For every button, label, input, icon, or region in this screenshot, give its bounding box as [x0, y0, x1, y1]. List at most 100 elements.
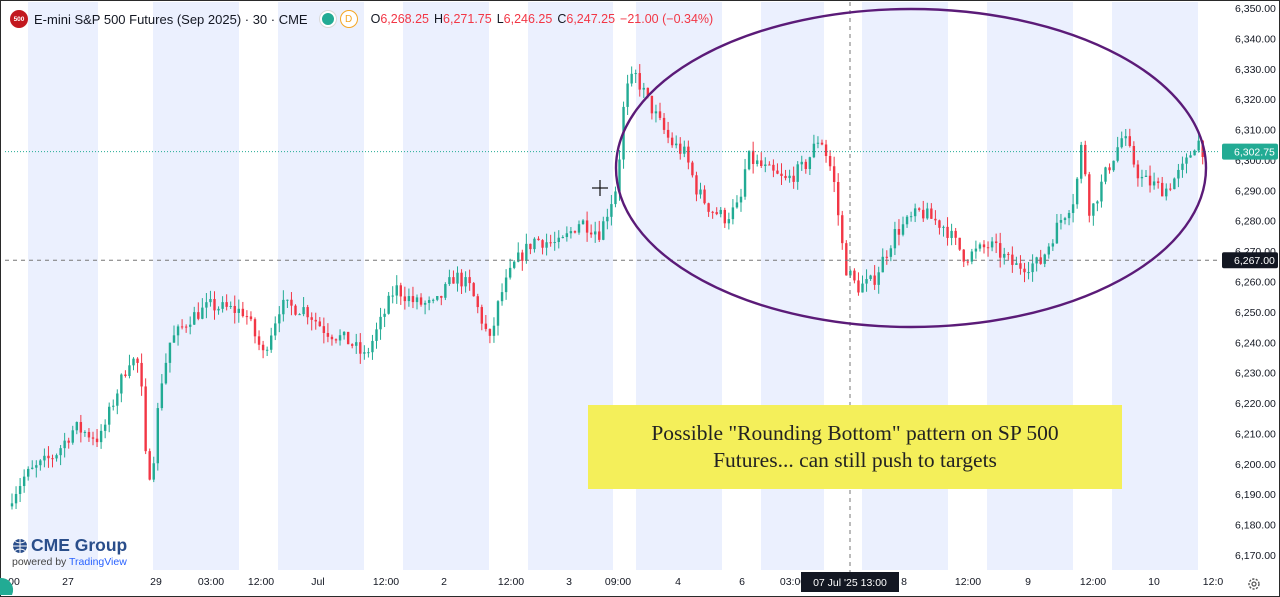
candle-body: [666, 129, 670, 138]
candle-body: [27, 468, 30, 477]
candle-body: [51, 458, 54, 460]
candle-body: [549, 242, 552, 244]
crosshair-price-badge[interactable]: [1222, 252, 1278, 269]
candle-body: [812, 143, 816, 158]
candle-body: [355, 342, 358, 346]
candle-body: [784, 175, 787, 179]
candle-body: [1067, 212, 1071, 219]
candle-body: [444, 284, 447, 298]
candle-body: [322, 326, 326, 333]
annotation-line-2: Futures... can still push to targets: [713, 448, 997, 472]
current-price-badge[interactable]: [1222, 143, 1278, 160]
candle-body: [197, 312, 200, 319]
candle-body: [545, 242, 548, 248]
y-tick-label: 6,330.00: [1235, 64, 1276, 76]
candle-body: [857, 280, 860, 293]
cme-logo[interactable]: CME Group powered by TradingView: [12, 535, 127, 568]
candle-body: [83, 431, 87, 433]
candle-body: [116, 393, 119, 406]
candle-body: [496, 301, 500, 326]
candle-body: [845, 243, 848, 276]
candle-body: [298, 314, 301, 316]
candle-body: [1003, 253, 1006, 258]
candle-body: [982, 244, 986, 248]
candle-body: [950, 230, 953, 238]
candle-body: [541, 240, 544, 248]
market-status-icon[interactable]: [319, 11, 336, 27]
delayed-data-badge[interactable]: D: [339, 10, 358, 28]
y-tick-label: 6,310.00: [1235, 125, 1276, 137]
candle-body: [760, 160, 763, 167]
annotation-note[interactable]: Possible "Rounding Bottom" pattern on SP…: [588, 405, 1122, 489]
annotation-line-1: Possible "Rounding Bottom" pattern on SP…: [651, 421, 1059, 445]
candle-body: [464, 277, 467, 287]
candle-body: [796, 164, 799, 182]
candle-body: [756, 160, 759, 164]
settings-gear-icon[interactable]: [1247, 577, 1261, 591]
candle-body: [1035, 257, 1038, 264]
x-tick-label: 12:00: [248, 576, 274, 588]
candle-body: [338, 335, 342, 341]
candle-body: [962, 249, 965, 262]
symbol-title[interactable]: E-mini S&P 500 Futures (Sep 2025) · 30 ·…: [34, 11, 308, 27]
candle-body: [650, 95, 654, 114]
candle-body: [346, 331, 350, 345]
candle-body: [213, 298, 216, 311]
candle-body: [1197, 140, 1200, 151]
candle-body: [675, 143, 678, 146]
low-value: 6,246.25: [503, 12, 553, 26]
candle-body: [1011, 254, 1014, 265]
candle-body: [747, 150, 751, 170]
y-tick-label: 6,250.00: [1235, 307, 1276, 319]
candle-body: [909, 216, 913, 218]
candle-body: [585, 220, 589, 233]
candle-body: [521, 252, 524, 261]
candle-body: [168, 342, 172, 363]
candle-body: [626, 83, 629, 107]
candle-body: [525, 243, 528, 261]
candle-body: [1055, 222, 1059, 244]
candle-body: [537, 238, 540, 241]
candle-body: [379, 316, 382, 330]
cme-logo-text: CME Group: [31, 535, 128, 555]
tradingview-label: TradingView: [69, 556, 127, 568]
candle-body: [1181, 163, 1184, 170]
candle-body: [1185, 157, 1188, 164]
candle-body: [731, 207, 735, 220]
candle-body: [723, 209, 726, 224]
candle-body: [699, 189, 702, 195]
candle-body: [1132, 145, 1136, 165]
candle-body: [557, 237, 560, 243]
candle-body: [108, 406, 111, 425]
candle-body: [120, 374, 123, 394]
candle-body: [513, 261, 516, 268]
candle-body: [1140, 176, 1144, 179]
candle-body: [986, 247, 990, 249]
candle-body: [79, 422, 83, 433]
candle-body: [403, 296, 407, 302]
candle-body: [87, 431, 91, 438]
candle-body: [314, 319, 317, 322]
candle-body: [270, 335, 273, 350]
rounding-bottom-ellipse[interactable]: [614, 7, 1208, 329]
candle-body: [253, 319, 257, 337]
candle-body: [990, 241, 994, 248]
candle-body: [1088, 174, 1091, 216]
candle-body: [294, 305, 297, 315]
crosshair-price-label: 6,267.00: [1234, 255, 1275, 267]
candle-body: [164, 362, 168, 384]
candle-body: [290, 299, 293, 306]
candle-body: [529, 243, 532, 250]
session-band: [28, 2, 98, 570]
candle-body: [1080, 144, 1083, 179]
candle-body: [140, 362, 143, 387]
symbol-logo-icon[interactable]: 500: [10, 10, 28, 28]
candle-body: [739, 196, 743, 203]
y-tick-label: 6,200.00: [1235, 459, 1276, 471]
candle-body: [448, 277, 451, 285]
candle-body: [1136, 164, 1140, 179]
crosshair-time-badge[interactable]: [801, 572, 899, 592]
candle-body: [642, 87, 645, 90]
cme-globe-icon: [13, 538, 27, 553]
